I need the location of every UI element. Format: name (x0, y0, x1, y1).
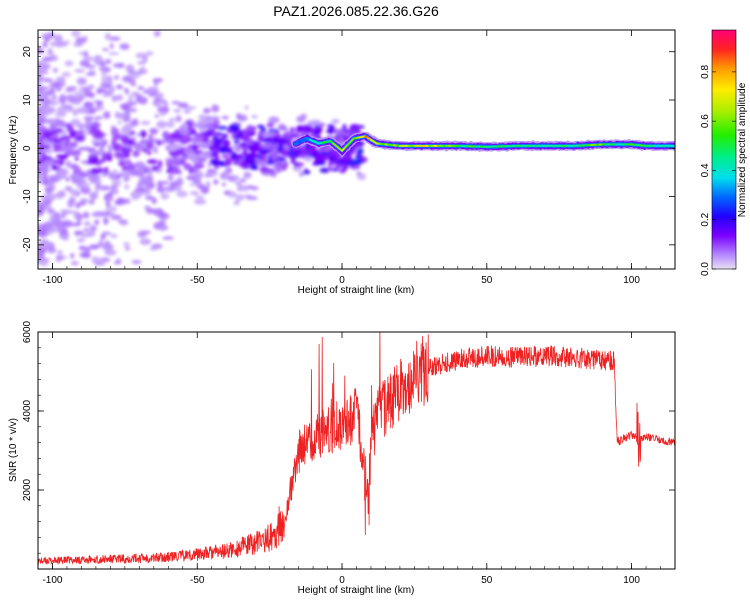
bottom-y-tick-label: 2000 (22, 478, 33, 501)
bottom-x-tick-label: 100 (623, 575, 640, 586)
top-y-tick-label: -20 (22, 237, 33, 252)
top-y-tick-label: 20 (22, 46, 33, 58)
top-y-tick-label: -10 (22, 189, 33, 204)
colorbar-gradient (711, 29, 737, 270)
snr-panel: -100 -50 0 50 100 2000 4000 6000 Height of str… (8, 320, 676, 596)
top-y-tick-label: 0 (22, 145, 33, 151)
snr-series-line (38, 332, 675, 566)
colorbar-label: Normalized spectral amplitude (737, 82, 748, 217)
bottom-x-tick-label: -50 (190, 575, 205, 586)
top-y-tick-label: 10 (22, 94, 33, 106)
top-x-axis: -100 -50 0 50 100 (37, 30, 676, 286)
spectrogram-blobs (38, 30, 368, 267)
colorbar: 0.0 0.2 0.4 0.6 0.8 Normalized spectral ampl… (700, 29, 748, 276)
colorbar-tick-label: 0.8 (700, 64, 711, 78)
top-x-tick-label: -100 (42, 275, 62, 286)
top-y-axis-label: Frequency (Hz) (8, 116, 19, 185)
colorbar-tick-label: 0.6 (700, 114, 711, 128)
top-y-axis: -20 -10 0 10 20 (22, 36, 675, 270)
top-x-tick-label: -50 (190, 275, 205, 286)
bottom-x-axis: -100 -50 0 50 100 (37, 332, 676, 586)
colorbar-tick-label: 0.0 (700, 262, 711, 276)
top-x-tick-label: 0 (339, 275, 345, 286)
spectrogram-ridge (291, 131, 675, 158)
colorbar-ticks: 0.0 0.2 0.4 0.6 0.8 (700, 64, 736, 276)
bottom-y-axis-label: SNR (10 * v/v) (8, 418, 19, 482)
bottom-x-tick-label: 0 (339, 575, 345, 586)
top-x-tick-label: 100 (623, 275, 640, 286)
bottom-x-tick-label: -100 (42, 575, 62, 586)
bottom-x-axis-label: Height of straight line (km) (298, 585, 415, 596)
top-x-axis-label: Height of straight line (km) (298, 285, 415, 296)
bottom-y-tick-label: 6000 (22, 320, 33, 343)
bottom-y-tick-label: 4000 (22, 399, 33, 422)
bottom-x-tick-label: 50 (481, 575, 493, 586)
colorbar-tick-label: 0.4 (700, 163, 711, 177)
chart-title: PAZ1.2026.085.22.36.G26 (273, 3, 439, 19)
colorbar-tick-label: 0.2 (700, 212, 711, 226)
bottom-y-axis: 2000 4000 6000 (22, 320, 675, 570)
top-x-tick-label: 50 (481, 275, 493, 286)
